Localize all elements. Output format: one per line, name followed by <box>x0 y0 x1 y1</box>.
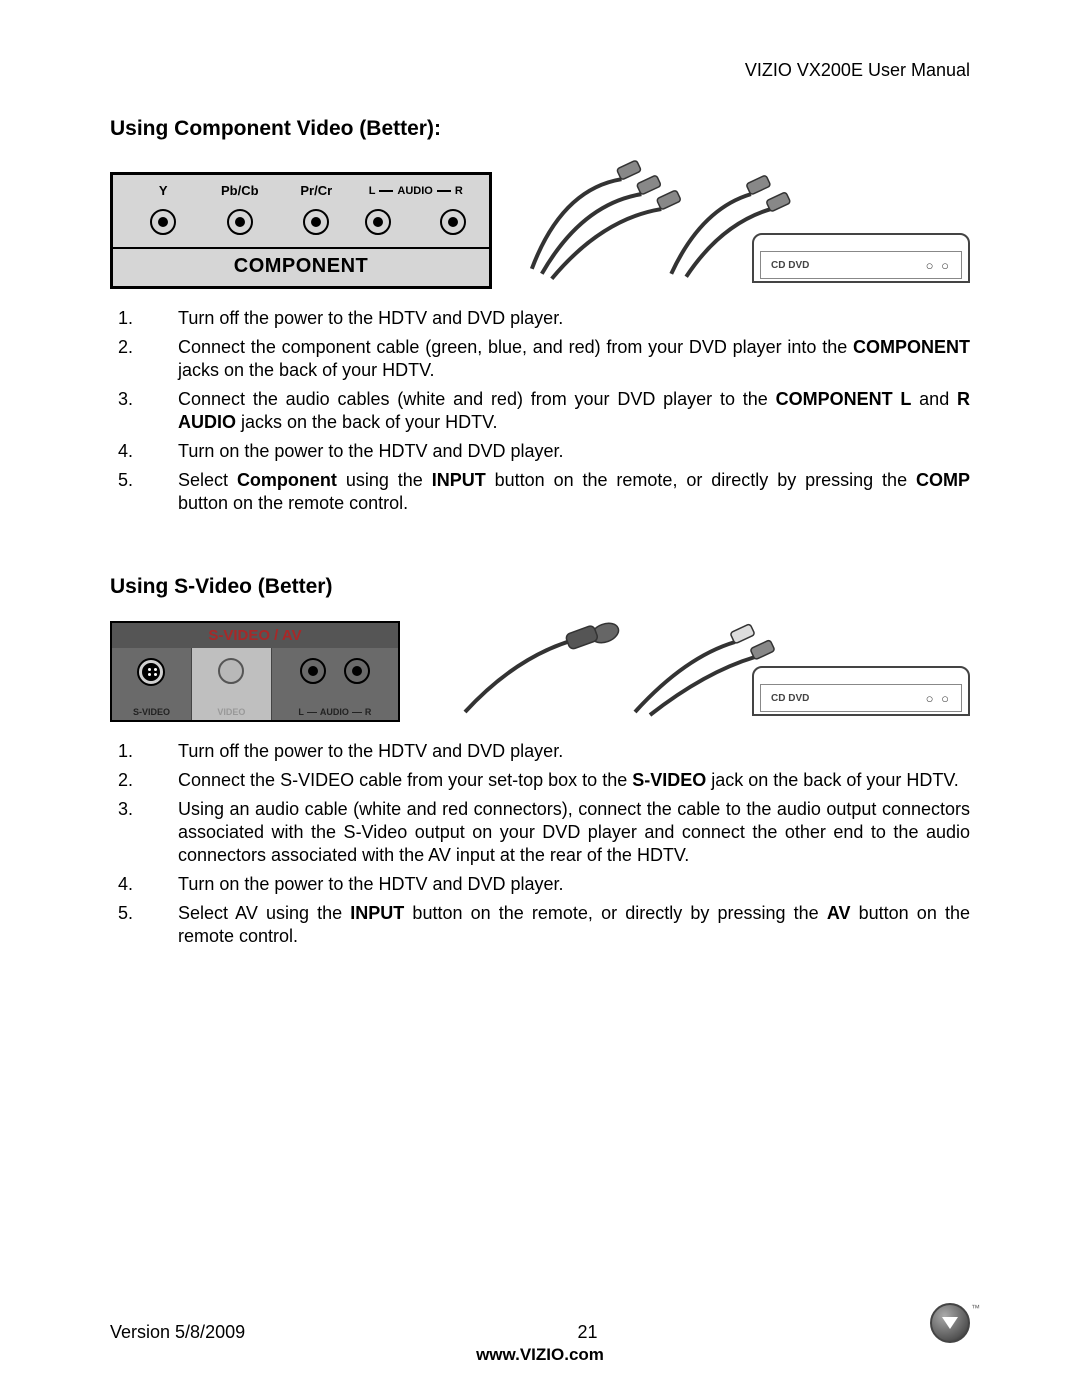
jack-y <box>150 209 176 235</box>
list-item: Turn on the power to the HDTV and DVD pl… <box>138 873 970 896</box>
sv-audio-cell: L AUDIO R <box>272 648 398 720</box>
jack-video <box>218 658 244 684</box>
jack-sv-audio-l <box>300 658 326 684</box>
jack-pb <box>227 209 253 235</box>
device-dots-icon-2: ○ ○ <box>926 691 951 706</box>
list-item: Select AV using the INPUT button on the … <box>138 902 970 948</box>
section1-steps: Turn off the power to the HDTV and DVD p… <box>110 307 970 515</box>
dvd-device: CD DVD ○ ○ <box>752 233 970 283</box>
component-panel: Y Pb/Cb Pr/Cr L AUDIO <box>110 172 492 289</box>
vizio-logo-icon <box>930 1303 970 1343</box>
jack-audio-l <box>365 209 391 235</box>
device-label: CD DVD <box>771 260 809 271</box>
jack-pr <box>303 209 329 235</box>
footer-url: www.VIZIO.com <box>110 1345 970 1365</box>
label-y: Y <box>125 183 202 199</box>
audio-text: AUDIO <box>397 185 432 197</box>
label-svideo: S-VIDEO <box>112 707 191 717</box>
component-cables-device: CD DVD ○ ○ <box>492 159 970 289</box>
device-label-2: CD DVD <box>771 693 809 704</box>
label-video: VIDEO <box>192 707 271 717</box>
device-dots-icon: ○ ○ <box>926 258 951 273</box>
list-item: Select Component using the INPUT button … <box>138 469 970 515</box>
header-manual-title: VIZIO VX200E User Manual <box>110 60 970 81</box>
list-item: Using an audio cable (white and red conn… <box>138 798 970 867</box>
component-diagram-row: Y Pb/Cb Pr/Cr L AUDIO <box>110 159 970 289</box>
sv-audio-r-text: R <box>365 707 372 717</box>
video-cell: VIDEO <box>192 648 272 720</box>
label-pb: Pb/Cb <box>202 183 279 199</box>
label-audio: L AUDIO R <box>355 183 477 199</box>
jack-audio-r <box>440 209 466 235</box>
dvd-device-2: CD DVD ○ ○ <box>752 666 970 716</box>
trademark-symbol: ™ <box>971 1303 980 1313</box>
component-bottom-label: COMPONENT <box>113 247 489 286</box>
label-pr: Pr/Cr <box>278 183 355 199</box>
svideo-diagram-row: S-VIDEO / AV S-VIDEO VIDEO L <box>110 617 970 722</box>
section2-title: Using S-Video (Better) <box>110 575 970 599</box>
svideo-cell: S-VIDEO <box>112 648 192 720</box>
section2-steps: Turn off the power to the HDTV and DVD p… <box>110 740 970 948</box>
sv-audio-l-text: L <box>298 707 304 717</box>
list-item: Connect the S-VIDEO cable from your set-… <box>138 769 970 792</box>
audio-l-text: L <box>369 185 376 197</box>
sv-audio-text: AUDIO <box>320 707 349 717</box>
svideo-jack-icon <box>142 663 160 681</box>
footer-page-number: 21 <box>578 1322 598 1343</box>
label-sv-audio: L AUDIO R <box>272 707 398 717</box>
page-footer: Version 5/8/2009 21 ™ www.VIZIO.com <box>110 1303 970 1353</box>
footer-version: Version 5/8/2009 <box>110 1322 245 1343</box>
svideo-panel: S-VIDEO / AV S-VIDEO VIDEO L <box>110 621 400 722</box>
svideo-cables-device: CD DVD ○ ○ <box>400 617 970 722</box>
jack-sv-audio-r <box>344 658 370 684</box>
svideo-panel-title: S-VIDEO / AV <box>112 623 398 648</box>
list-item: Turn off the power to the HDTV and DVD p… <box>138 740 970 763</box>
list-item: Connect the audio cables (white and red)… <box>138 388 970 434</box>
list-item: Turn off the power to the HDTV and DVD p… <box>138 307 970 330</box>
section1-title: Using Component Video (Better): <box>110 117 970 141</box>
list-item: Connect the component cable (green, blue… <box>138 336 970 382</box>
list-item: Turn on the power to the HDTV and DVD pl… <box>138 440 970 463</box>
audio-r-text: R <box>455 185 463 197</box>
